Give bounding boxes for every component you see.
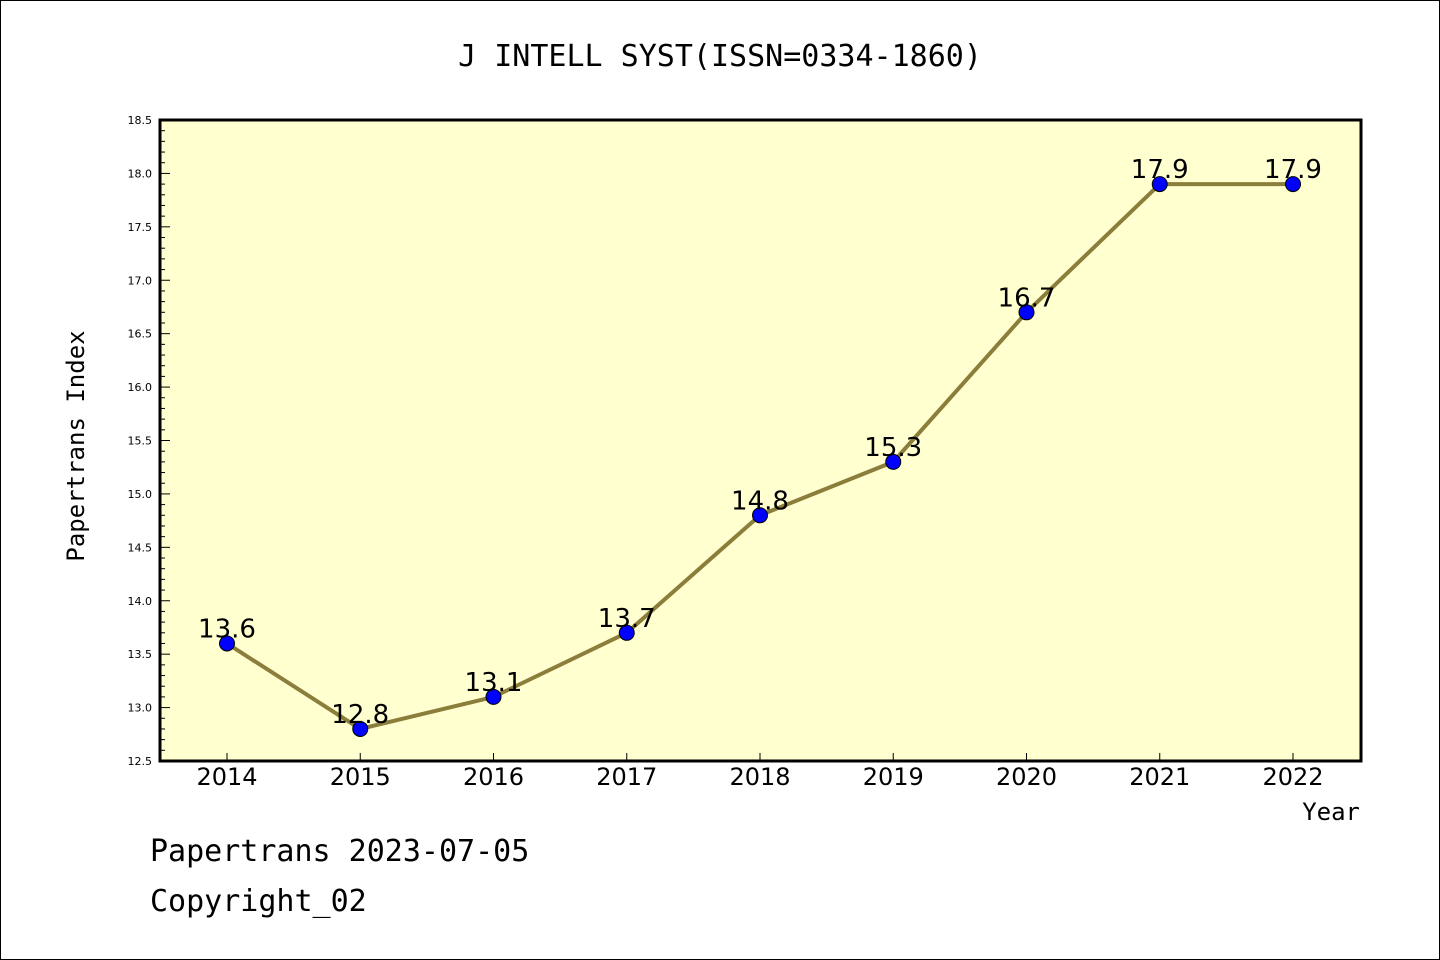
y-tick-label: 14.5 <box>128 541 153 554</box>
data-label: 14.8 <box>731 486 789 516</box>
data-label: 12.8 <box>331 700 389 730</box>
y-tick-label: 15.5 <box>128 435 153 448</box>
data-label-group: 13.6 12.8 13.1 13.7 14.8 15.3 16.7 17.9 17.9 <box>198 155 1322 730</box>
y-tick-label: 13.0 <box>128 702 153 715</box>
y-axis: 12.5 13.0 13.5 14.0 14.5 15.0 15.5 16.0 16.5 17.0… <box>128 114 170 768</box>
data-point <box>352 720 369 737</box>
data-label: 15.3 <box>864 433 922 463</box>
x-tick-label: 2015 <box>330 763 391 791</box>
y-tick-label: 16.0 <box>128 381 153 394</box>
data-point <box>885 453 902 470</box>
series-line-group <box>219 176 1301 737</box>
y-tick-label: 17.0 <box>128 274 153 287</box>
data-label: 13.6 <box>198 614 256 644</box>
x-tick-label: 2019 <box>863 763 924 791</box>
y-tick-label: 12.5 <box>128 755 153 768</box>
plot-border <box>158 118 1363 763</box>
y-tick-label: 15.0 <box>128 488 153 501</box>
data-label: 16.7 <box>998 283 1056 313</box>
data-point <box>1151 176 1168 193</box>
y-tick-label: 17.5 <box>128 221 153 234</box>
data-point <box>618 624 635 641</box>
x-axis-label: Year <box>1302 798 1360 826</box>
x-tick-label: 2022 <box>1262 763 1323 791</box>
y-tick-label: 18.0 <box>128 167 153 180</box>
y-tick-label: 18.5 <box>128 114 153 127</box>
plot-area <box>160 120 1361 761</box>
footer-copyright: Copyright_02 <box>150 884 367 919</box>
footer-date: Papertrans 2023-07-05 <box>150 834 530 869</box>
x-tick-label: 2020 <box>996 763 1057 791</box>
chart-title: J INTELL SYST(ISSN=0334-1860) <box>458 39 982 74</box>
y-tick-label: 13.5 <box>128 648 153 661</box>
x-tick-label: 2018 <box>729 763 790 791</box>
data-point <box>752 507 768 524</box>
data-label: 17.9 <box>1264 155 1322 185</box>
x-tick-label: 2017 <box>596 763 657 791</box>
data-label: 13.7 <box>598 604 656 634</box>
y-tick-label: 14.0 <box>128 595 153 608</box>
data-point <box>1018 304 1035 321</box>
x-tick-label: 2014 <box>196 763 257 791</box>
y-tick-label: 16.5 <box>128 328 153 341</box>
data-label: 17.9 <box>1131 155 1189 185</box>
x-axis: 2014 2015 2016 2017 2018 2019 2020 2021 2022 <box>196 753 1324 791</box>
x-tick-label: 2021 <box>1129 763 1190 791</box>
y-axis-label: Papertrans Index <box>62 330 90 561</box>
data-point <box>485 688 502 705</box>
x-tick-label: 2016 <box>463 763 524 791</box>
data-point <box>219 635 235 652</box>
data-label: 13.1 <box>465 668 523 698</box>
data-point <box>1285 176 1301 193</box>
